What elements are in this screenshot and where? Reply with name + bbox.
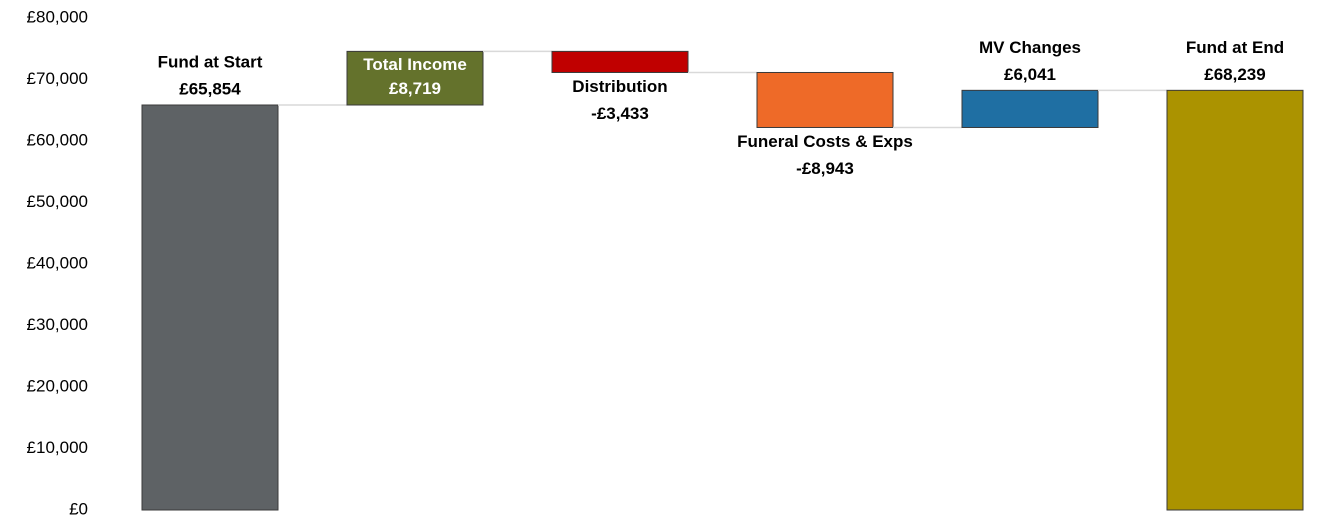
category-label: Fund at Start	[158, 52, 263, 71]
bar	[141, 104, 279, 511]
bar	[756, 71, 894, 128]
y-tick-label: £60,000	[27, 130, 88, 149]
category-label: Distribution	[572, 77, 667, 96]
bar	[551, 50, 689, 73]
bar	[1166, 89, 1304, 511]
y-tick-label: £20,000	[27, 376, 88, 395]
value-label: £6,041	[1004, 65, 1056, 84]
value-label: £65,854	[179, 79, 241, 98]
y-tick-label: £30,000	[27, 315, 88, 334]
category-label: MV Changes	[979, 38, 1081, 57]
value-label: £8,719	[389, 79, 441, 98]
value-label: -£3,433	[591, 104, 649, 123]
bar	[346, 50, 484, 106]
category-label: Total Income	[363, 55, 467, 74]
bar	[961, 89, 1099, 128]
y-tick-label: £40,000	[27, 253, 88, 272]
y-tick-label: £10,000	[27, 438, 88, 457]
category-label: Fund at End	[1186, 38, 1284, 57]
value-label: £68,239	[1204, 65, 1265, 84]
y-tick-label: £50,000	[27, 192, 88, 211]
value-label: -£8,943	[796, 159, 854, 178]
category-label: Funeral Costs & Exps	[737, 132, 913, 151]
y-tick-label: £0	[69, 499, 88, 518]
y-tick-label: £70,000	[27, 69, 88, 88]
y-tick-label: £80,000	[27, 7, 88, 26]
